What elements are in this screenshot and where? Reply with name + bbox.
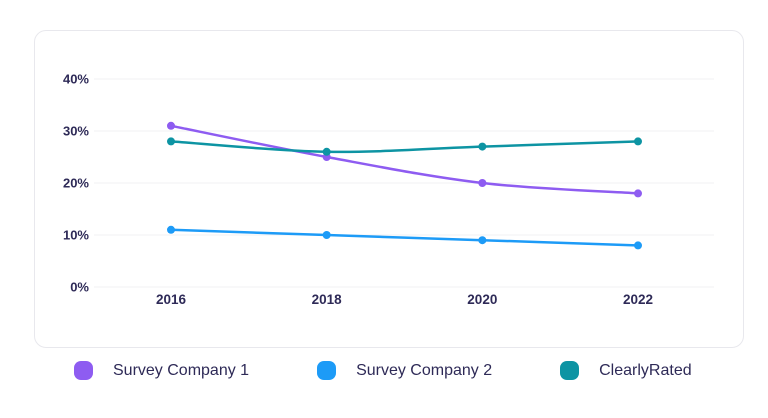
legend-item-survey-company-1: Survey Company 1 <box>74 361 249 380</box>
data-point <box>478 236 487 245</box>
data-point <box>167 121 175 130</box>
data-point <box>167 137 175 146</box>
legend-label-survey-company-2: Survey Company 2 <box>356 361 493 379</box>
chart-card: 0% 10% 20% 30% 40% 2016 2018 2020 2022 <box>34 30 744 348</box>
data-point <box>634 241 642 250</box>
data-point <box>478 179 487 187</box>
y-tick-label: 0% <box>70 280 89 295</box>
series-line <box>169 140 640 154</box>
y-tick-label: 40% <box>63 72 89 87</box>
y-tick-label: 30% <box>63 124 89 139</box>
x-tick-label: 2016 <box>156 292 187 307</box>
legend-label-clearlyrated: ClearlyRated <box>599 361 692 379</box>
x-tick-label: 2022 <box>623 292 653 307</box>
legend-item-survey-company-2: Survey Company 2 <box>317 361 492 380</box>
legend-swatch-blue-icon <box>317 361 337 380</box>
data-point <box>322 147 331 156</box>
legend-swatch-teal-icon <box>560 361 580 380</box>
legend-swatch-purple-icon <box>74 361 93 380</box>
x-tick-label: 2020 <box>467 292 497 307</box>
legend-item-clearlyrated: ClearlyRated <box>560 361 692 380</box>
x-tick-label: 2018 <box>312 292 343 307</box>
series-line <box>169 124 640 195</box>
data-point <box>322 231 331 239</box>
y-tick-label: 20% <box>63 176 89 191</box>
series-line <box>169 228 640 247</box>
line-chart: 0% 10% 20% 30% 40% 2016 2018 2020 2022 <box>63 72 714 307</box>
data-point <box>167 225 175 234</box>
legend-label-survey-company-1: Survey Company 1 <box>113 361 250 379</box>
data-point <box>634 189 642 198</box>
data-point <box>478 142 487 151</box>
y-tick-label: 10% <box>63 228 89 243</box>
chart-legend: Survey Company 1 Survey Company 2 Clearl… <box>0 361 768 380</box>
data-point <box>634 137 642 146</box>
